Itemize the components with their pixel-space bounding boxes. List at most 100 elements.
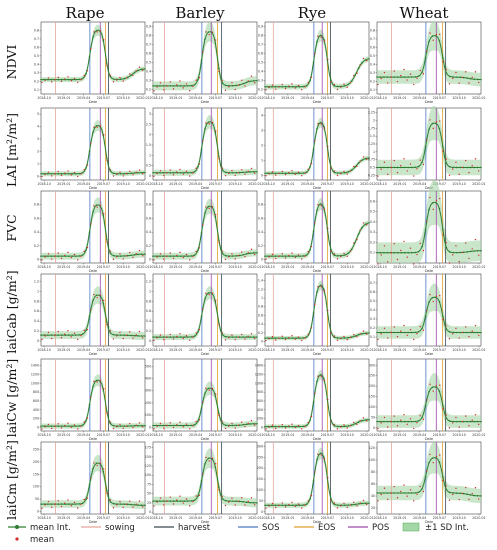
y-tick-label: 250 [369,374,375,378]
x-tick-label: 2019-04 [77,348,90,352]
y-tick-label: 800 [257,390,263,394]
mean-point [119,423,121,426]
x-tick-label: 2019-10 [452,96,465,100]
mean-int-marker [383,420,385,423]
mean-int-marker [207,457,210,460]
mean-point [159,497,162,499]
mean-point [455,245,457,247]
mean-point [179,421,181,423]
mean-point [320,36,322,38]
mean-point [135,171,137,174]
y-tick-label: 0.1 [370,335,375,339]
mean-point [403,484,405,486]
mean-point [439,120,441,122]
mean-int-marker [74,425,77,427]
mean-int-marker [159,336,161,338]
legend-item-sd: ±1 SD Int. [402,522,469,533]
mean-point [83,498,85,501]
mean-int-marker [81,502,84,504]
mean-int-marker [123,425,125,427]
mean-int-marker [119,425,122,427]
mean-point [442,234,444,236]
x-axis-label: Date [201,352,209,356]
mean-point [86,70,89,72]
mean-point [93,31,95,33]
mean-int-marker [309,248,311,251]
x-tick-label: 2020-01 [248,182,261,186]
mean-point [119,171,121,173]
mean-int-marker [435,457,437,459]
mean-int-marker [376,331,378,334]
mean-int-marker [231,84,234,87]
mean-point [166,424,168,427]
mean-point [208,389,210,391]
mean-int-marker [249,336,251,338]
x-tick-label: 2020-01 [360,265,373,269]
mean-int-marker [414,331,416,334]
mean-point [362,417,365,419]
mean-int-marker [221,497,224,500]
y-tick-label: 1000 [31,381,39,385]
mean-int-marker [85,72,87,75]
y-tick-label: 200 [33,417,39,421]
mean-int-marker [357,233,360,235]
mean-int-marker [245,423,248,426]
mean-int-marker [119,172,122,175]
y-tick-label: 1.2 [146,279,151,283]
mean-point [294,338,296,340]
mean-int-marker [298,504,301,507]
mean-int-marker [173,85,175,87]
mean-int-marker [312,312,315,314]
mean-point [314,140,316,142]
mean-point [327,398,329,401]
mean-int-marker [361,226,363,229]
mean-point [323,208,326,211]
mean-point [224,339,227,341]
mean-int-marker [343,504,346,506]
mean-int-marker [428,391,430,393]
mean-int-marker [431,296,434,299]
mean-int-marker [57,503,60,505]
mean-point [169,333,171,336]
mean-point [163,258,165,260]
x-tick-label: 2019-10 [340,96,353,100]
x-tick-label: 2019-07 [97,265,110,269]
mean-point [80,173,82,175]
mean-point [419,69,421,72]
mean-int-marker [417,420,420,422]
mean-point [304,337,306,339]
mean-int-marker [376,492,378,494]
mean-int-marker [159,255,161,257]
mean-point [54,334,56,336]
y-tick-label: 150 [369,395,375,399]
x-tick-label: 2019-01 [281,348,294,352]
mean-point [478,170,480,172]
mean-point [96,31,98,33]
mean-point [172,338,175,340]
mean-int-marker [469,250,472,253]
mean-int-marker [428,40,430,43]
y-tick-label: 0 [37,258,39,262]
mean-point [195,495,197,497]
mean-int-marker [133,254,136,256]
y-tick-label: 0.9 [146,25,151,29]
mean-int-marker [397,420,399,423]
mean-point [250,419,253,422]
mean-point [202,224,204,226]
mean-point [468,425,470,427]
x-tick-label: 2019-10 [228,265,241,269]
mean-int-marker [200,407,203,409]
mean-point [83,250,85,253]
mean-point [231,253,233,255]
x-tick-label: 2019-01 [393,348,406,352]
mean-int-marker [291,255,294,257]
y-tick-label: 0.4 [146,319,151,323]
mean-int-marker [424,228,427,231]
mean-int-marker [459,251,462,254]
mean-int-marker [102,389,105,391]
y-tick-label: 0.4 [34,319,39,323]
mean-point [60,80,63,82]
mean-point [103,133,105,136]
mean-int-marker [245,81,248,84]
